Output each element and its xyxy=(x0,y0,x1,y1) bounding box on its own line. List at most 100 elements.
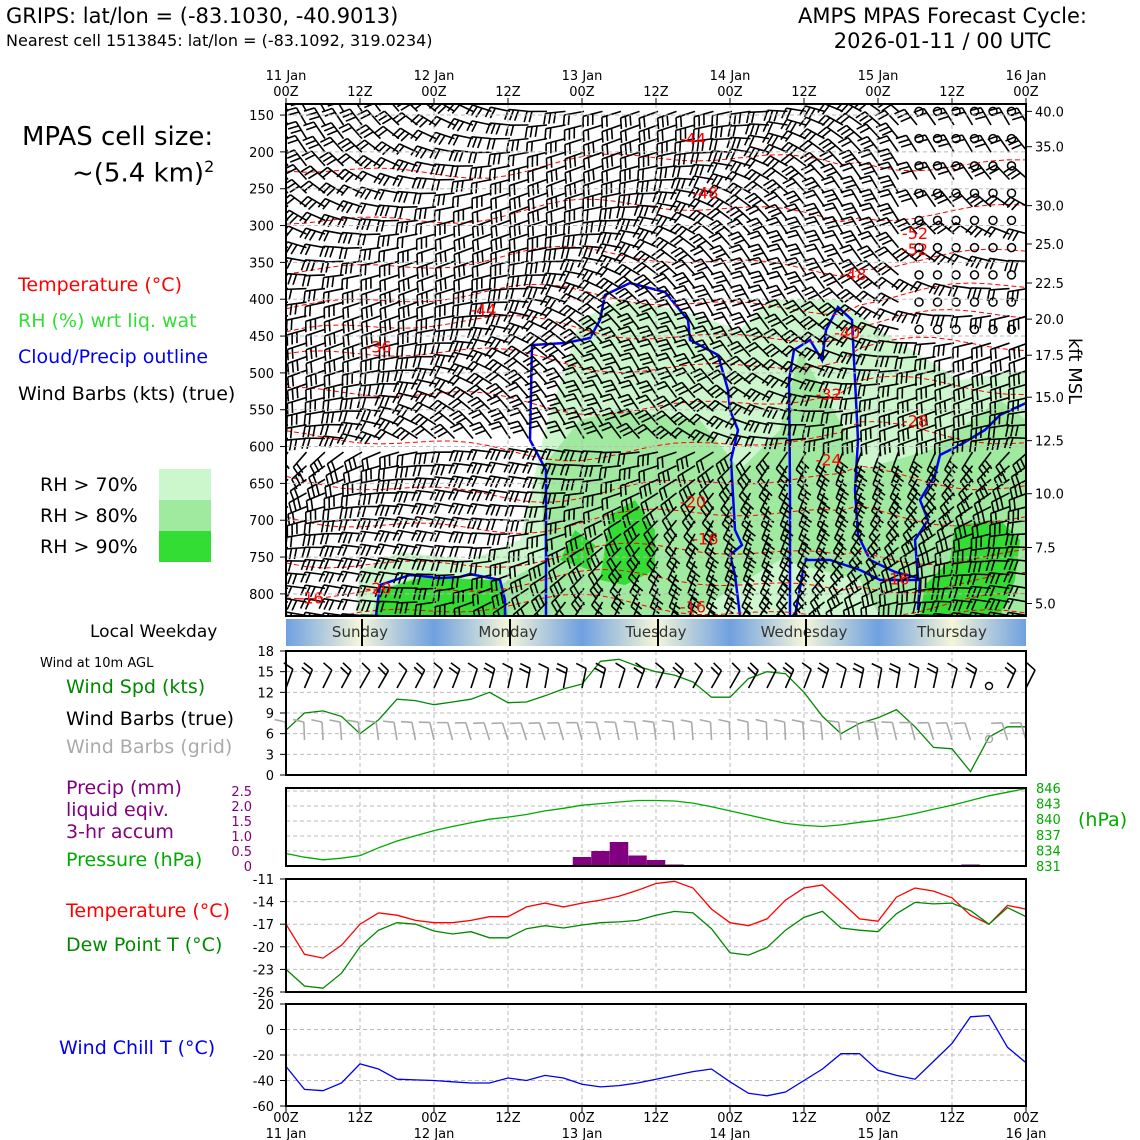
wind-barb-feather xyxy=(534,262,538,274)
wind-barb-feather xyxy=(750,274,762,280)
wind-barb xyxy=(307,195,326,208)
wind-barb-feather xyxy=(841,153,853,160)
wind-barb xyxy=(661,506,678,522)
wind-barb-feather xyxy=(421,368,427,380)
wind-barb-feather xyxy=(454,561,459,573)
wind-barb-feather xyxy=(444,250,447,263)
wind-barb-feather xyxy=(693,249,704,256)
wind-barb-feather xyxy=(842,234,854,240)
wind-barb xyxy=(609,393,622,412)
wind-barb xyxy=(361,342,381,350)
wind-barb-feather xyxy=(425,264,429,276)
wind-barb-feather xyxy=(706,162,714,173)
wind-barb-feather xyxy=(661,520,669,531)
wind-barb-feather xyxy=(526,449,533,460)
wind-barb-feather xyxy=(620,219,626,230)
wind-barb-feather xyxy=(823,180,835,186)
wind-barb xyxy=(883,246,900,262)
wind-barb-feather xyxy=(882,156,894,162)
wind-barb-feather xyxy=(608,207,612,219)
wind-barb-feather xyxy=(784,132,793,143)
wind-barb-feather xyxy=(672,610,682,616)
wind-barb-feather xyxy=(605,388,617,393)
wind-barb-feather xyxy=(454,329,459,341)
wind-barb-feather xyxy=(320,121,332,128)
wind-barb-feather xyxy=(606,143,609,155)
wind-barb-feather xyxy=(374,204,380,216)
wind-barb-feather xyxy=(637,338,649,344)
wind-barb-feather xyxy=(513,463,520,475)
wind-barb-feather xyxy=(630,526,637,537)
rh-legend-70: RH > 70% xyxy=(40,474,138,496)
wind-barb-feather xyxy=(364,264,367,276)
wind-barb-feather xyxy=(359,420,367,432)
wind-barb-feather xyxy=(557,580,564,592)
wind-barb xyxy=(551,354,567,371)
wind-barb-feather xyxy=(397,281,401,293)
wind-barb-feather xyxy=(476,518,483,530)
wind-barb-feather xyxy=(786,289,798,295)
wind-barb-feather xyxy=(300,259,306,271)
wind-barb-feather xyxy=(507,324,515,335)
wind-barb xyxy=(530,343,548,358)
wind-barb-feather xyxy=(623,468,626,480)
isotherm-line xyxy=(286,505,1026,534)
wind-barb-feather xyxy=(412,193,417,205)
isotherm-line xyxy=(286,465,1026,504)
wind-barb-feather xyxy=(510,520,515,532)
wind-barb-feather xyxy=(384,307,387,319)
wind-barb-feather xyxy=(539,306,549,317)
wind-barb-feather xyxy=(307,201,317,210)
cell-size-value: ~(5.4 km)2 xyxy=(72,157,215,189)
wind-barb-feather xyxy=(618,183,621,195)
wind-barb-feather xyxy=(416,559,422,571)
wind-barb-feather xyxy=(495,238,498,251)
wind-barb xyxy=(644,286,659,303)
wind-barb-feather xyxy=(615,218,621,230)
wind-barb-feather xyxy=(618,254,627,265)
wind-barb-feather xyxy=(563,331,574,340)
wind-barb-feather xyxy=(310,375,313,387)
wind-barb-feather xyxy=(484,336,492,347)
wind-barb-feather xyxy=(515,520,520,532)
wind-barb-feather xyxy=(526,298,534,310)
wind-barb-feather xyxy=(447,386,457,395)
wind-barb-feather xyxy=(620,501,625,513)
wind-barb-feather xyxy=(419,393,428,404)
wind-barb-feather xyxy=(360,203,367,215)
wind-barb-feather xyxy=(943,427,946,440)
wind-barb-feather xyxy=(821,105,830,115)
wind-barb-feather xyxy=(304,153,316,161)
wind-barb-feather xyxy=(637,427,648,435)
wind-barb-feather xyxy=(633,205,639,216)
wind-barb-feather xyxy=(621,207,626,219)
wind-barb-feather xyxy=(681,521,690,532)
legend-wind-barbs-true: Wind Barbs (true) xyxy=(66,708,235,730)
wind-barb-feather xyxy=(623,347,635,353)
wind-barb-feather xyxy=(485,122,491,134)
wind-barb-feather xyxy=(527,213,530,225)
wind-barb-feather xyxy=(448,150,454,162)
wind-barb-feather xyxy=(879,206,891,212)
wind-barb-feather xyxy=(508,226,512,239)
wind-barb-feather xyxy=(470,375,480,384)
wind-barb xyxy=(324,478,344,488)
wind-barb-feather xyxy=(511,599,516,611)
cell-size-title: MPAS cell size: xyxy=(22,122,214,152)
wind-barb xyxy=(590,353,604,371)
wind-barb xyxy=(620,151,640,160)
wind-barb-feather xyxy=(345,277,349,290)
wind-barb-feather xyxy=(417,588,422,600)
wind-barb-feather xyxy=(488,349,498,360)
wind-barb-feather xyxy=(541,342,552,350)
legend-wind-speed: Wind Spd (kts) xyxy=(66,676,206,698)
wind-barb-feather xyxy=(660,347,672,352)
wind-barb-feather xyxy=(574,538,578,550)
wind-barb xyxy=(420,425,437,440)
wind-barb-feather xyxy=(323,94,334,97)
wind-barb-feather xyxy=(488,169,492,181)
wind-barb-feather xyxy=(525,346,536,355)
wind-barb-feather xyxy=(320,521,325,533)
wind-barb-feather xyxy=(375,601,380,613)
wind-barb-feather xyxy=(664,167,668,179)
